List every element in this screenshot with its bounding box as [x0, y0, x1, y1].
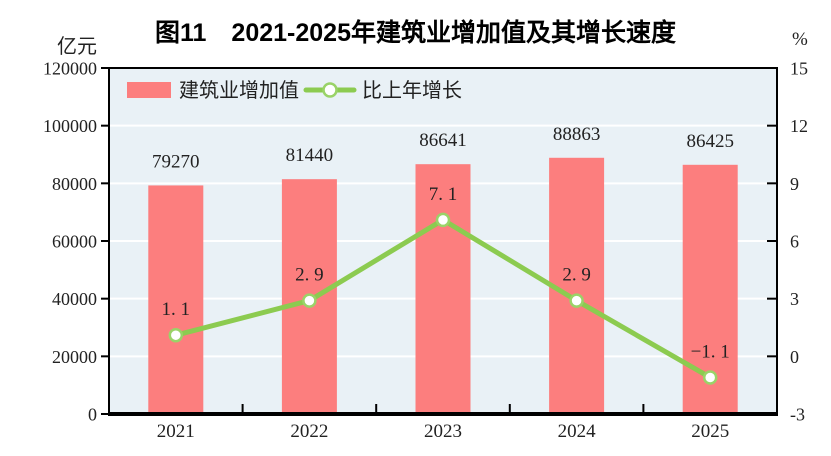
left-tick-label: 120000 [43, 59, 97, 79]
left-axis-unit-label: 亿元 [57, 36, 97, 58]
line-value-label: 1. 1 [162, 299, 191, 320]
right-tick-label: -3 [790, 405, 805, 425]
line-value-label: 2. 9 [295, 265, 324, 286]
left-tick-label: 20000 [52, 347, 97, 367]
bar-2021 [148, 185, 204, 414]
right-tick-label: 0 [790, 347, 799, 367]
right-tick-label: 3 [790, 289, 799, 309]
bar-value-label: 86425 [686, 131, 734, 152]
right-axis-unit-label: % [792, 29, 808, 50]
legend-line-marker [322, 82, 338, 98]
line-marker-2025 [702, 370, 718, 385]
line-value-label: 7. 1 [429, 184, 458, 205]
left-tick-label: 80000 [52, 174, 97, 194]
left-tick-label: 60000 [52, 232, 97, 252]
line-marker-2022 [302, 293, 317, 308]
legend-bar-label: 建筑业增加值 [179, 79, 299, 102]
x-tick-label: 2021 [157, 421, 195, 442]
line-marker-2024 [569, 293, 584, 308]
line-marker-2021 [168, 327, 184, 343]
bar-2023 [415, 164, 471, 414]
left-tick-label: 40000 [52, 289, 97, 309]
left-tick-label: 0 [88, 405, 97, 425]
legend-bar-swatch [127, 82, 171, 98]
bar-value-label: 79270 [152, 151, 200, 172]
x-tick-label: 2024 [558, 421, 597, 442]
line-value-label: −1. 1 [691, 341, 730, 362]
bar-value-label: 86641 [419, 130, 467, 151]
right-tick-label: 15 [790, 59, 808, 79]
x-tick-label: 2025 [691, 421, 729, 442]
line-marker-2023 [435, 212, 451, 228]
chart-title: 图11 2021-2025年建筑业增加值及其增长速度 [155, 19, 676, 47]
legend-line-label: 比上年增长 [362, 79, 462, 102]
x-tick-label: 2022 [290, 421, 328, 442]
right-tick-label: 6 [790, 232, 799, 252]
line-value-label: 2. 9 [562, 265, 591, 286]
bar-value-label: 88863 [553, 124, 601, 145]
right-tick-label: 12 [790, 116, 808, 136]
bar-value-label: 81440 [286, 145, 334, 166]
left-tick-label: 100000 [43, 116, 97, 136]
bar-2024 [549, 157, 605, 414]
right-tick-label: 9 [790, 174, 799, 194]
x-tick-label: 2023 [424, 421, 462, 442]
